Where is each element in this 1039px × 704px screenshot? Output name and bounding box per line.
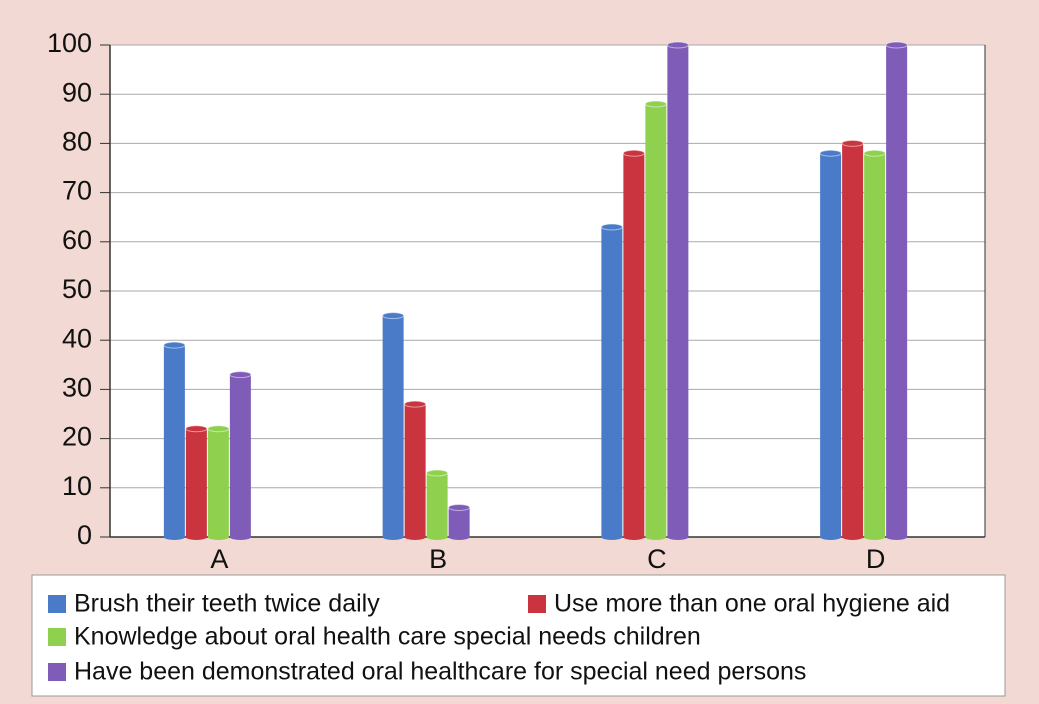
- bar-cap: [819, 149, 842, 157]
- legend-label: Knowledge about oral health care special…: [74, 623, 701, 651]
- bar-cap: [885, 41, 908, 49]
- bar-cap: [426, 469, 449, 477]
- bar: [601, 224, 623, 540]
- legend-box: [31, 574, 1006, 697]
- legend-swatch: [48, 628, 66, 646]
- bar-cap: [185, 425, 208, 433]
- legend: Brush their teeth twice daily Use more th…: [48, 590, 950, 686]
- bar: [404, 401, 426, 540]
- bar-cap: [622, 149, 645, 157]
- x-tick-label: A: [210, 544, 228, 574]
- y-tick-label: 30: [62, 373, 92, 403]
- bar-cap: [448, 503, 471, 511]
- x-tick-label: B: [429, 544, 447, 574]
- legend-label: Use more than one oral hygiene aid: [554, 590, 950, 618]
- y-tick-label: 40: [62, 323, 92, 353]
- bar: [185, 425, 207, 540]
- bar: [886, 42, 908, 540]
- bar: [163, 342, 185, 540]
- bar-cap: [404, 400, 427, 408]
- bar: [426, 470, 448, 540]
- bar: [448, 504, 470, 540]
- bar: [229, 371, 251, 540]
- bar-cap: [207, 425, 230, 433]
- bar: [382, 312, 404, 540]
- y-tick-label: 20: [62, 422, 92, 452]
- bar-cap: [841, 139, 864, 147]
- y-tick-label: 50: [62, 274, 92, 304]
- legend-label: Have been demonstrated oral healthcare f…: [74, 658, 806, 686]
- bar-cap: [644, 100, 667, 108]
- y-tick-label: 90: [62, 77, 92, 107]
- y-tick-label: 70: [62, 176, 92, 206]
- bar-cap: [863, 149, 886, 157]
- legend-label: Brush their teeth twice daily: [74, 590, 380, 618]
- bar-cap: [163, 341, 186, 349]
- legend-swatch: [48, 595, 66, 613]
- bar: [645, 101, 667, 540]
- x-tick-label: D: [866, 544, 886, 574]
- y-tick-label: 60: [62, 225, 92, 255]
- legend-swatch: [48, 663, 66, 681]
- y-tick-label: 80: [62, 127, 92, 157]
- bar-cap: [600, 223, 623, 231]
- x-tick-label: C: [647, 544, 667, 574]
- y-tick-label: 100: [47, 28, 92, 58]
- bar: [623, 150, 645, 541]
- bar: [864, 150, 886, 541]
- bar: [820, 150, 842, 541]
- bar-cap: [229, 371, 252, 379]
- bar-cap: [382, 312, 405, 320]
- y-tick-label: 0: [77, 520, 92, 550]
- y-tick-label: 10: [62, 471, 92, 501]
- bar: [207, 425, 229, 540]
- bar: [667, 42, 689, 540]
- bar: [842, 140, 864, 540]
- bar-cap: [666, 41, 689, 49]
- legend-swatch: [528, 595, 546, 613]
